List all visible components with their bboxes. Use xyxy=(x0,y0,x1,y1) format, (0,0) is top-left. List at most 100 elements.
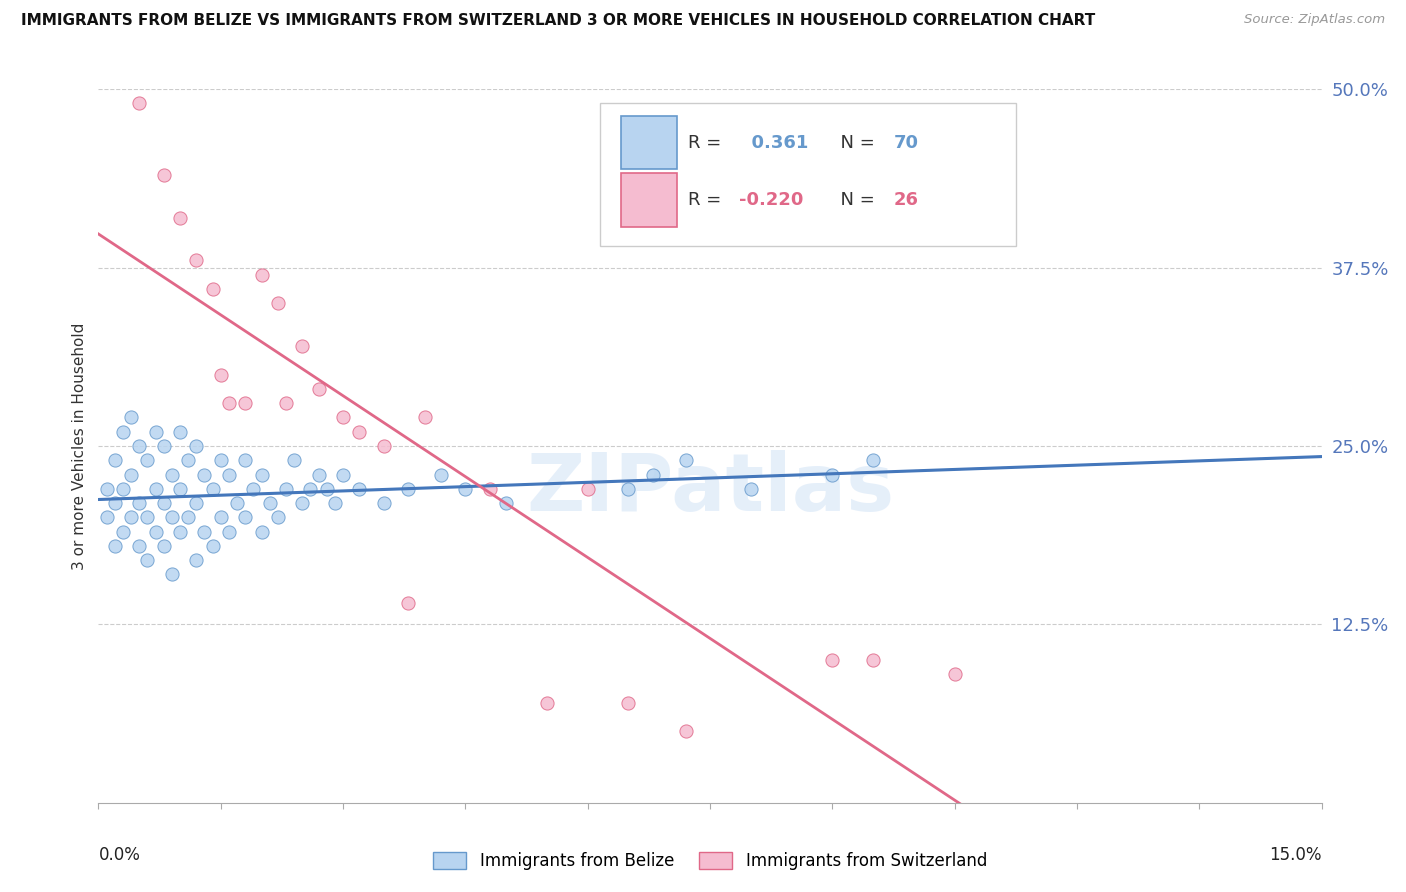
Point xyxy=(943,667,966,681)
Point xyxy=(862,653,884,667)
Point xyxy=(259,496,281,510)
Point xyxy=(740,482,762,496)
Text: IMMIGRANTS FROM BELIZE VS IMMIGRANTS FROM SWITZERLAND 3 OR MORE VEHICLES IN HOUS: IMMIGRANTS FROM BELIZE VS IMMIGRANTS FRO… xyxy=(21,13,1095,29)
Point xyxy=(308,467,330,482)
Point xyxy=(250,268,273,282)
Point xyxy=(128,439,150,453)
Point xyxy=(250,524,273,539)
Point xyxy=(299,482,322,496)
Point xyxy=(617,696,640,710)
Point xyxy=(120,467,142,482)
Text: N =: N = xyxy=(828,134,880,152)
Point xyxy=(169,211,191,225)
Point xyxy=(413,410,436,425)
Point xyxy=(120,510,142,524)
Point xyxy=(169,524,191,539)
FancyBboxPatch shape xyxy=(620,173,678,227)
Point xyxy=(152,439,174,453)
Point xyxy=(169,425,191,439)
Point xyxy=(160,467,183,482)
Point xyxy=(169,482,191,496)
Legend: Immigrants from Belize, Immigrants from Switzerland: Immigrants from Belize, Immigrants from … xyxy=(426,845,994,877)
Point xyxy=(145,482,167,496)
Point xyxy=(862,453,884,467)
Text: 15.0%: 15.0% xyxy=(1270,846,1322,863)
Point xyxy=(218,467,240,482)
Point xyxy=(209,510,232,524)
Point xyxy=(536,696,558,710)
Point xyxy=(430,467,453,482)
Point xyxy=(349,482,371,496)
Point xyxy=(242,482,264,496)
Point xyxy=(233,453,256,467)
Point xyxy=(201,482,224,496)
Point xyxy=(291,339,314,353)
Point xyxy=(145,524,167,539)
Point xyxy=(396,596,419,610)
Point xyxy=(274,396,297,410)
Point xyxy=(675,453,697,467)
Text: 26: 26 xyxy=(894,191,918,209)
Point xyxy=(209,453,232,467)
Text: R =: R = xyxy=(688,134,727,152)
Point xyxy=(128,539,150,553)
Point xyxy=(128,96,150,111)
Point xyxy=(186,439,208,453)
Point xyxy=(233,396,256,410)
Point xyxy=(186,496,208,510)
Point xyxy=(136,453,159,467)
Point xyxy=(373,439,395,453)
Point xyxy=(152,168,174,182)
Point xyxy=(349,425,371,439)
Point xyxy=(160,567,183,582)
Point xyxy=(218,396,240,410)
Point xyxy=(617,482,640,496)
Point xyxy=(576,482,599,496)
Point xyxy=(193,467,215,482)
Text: N =: N = xyxy=(828,191,880,209)
Point xyxy=(145,425,167,439)
Point xyxy=(291,496,314,510)
Point xyxy=(193,524,215,539)
Point xyxy=(274,482,297,496)
Point xyxy=(152,539,174,553)
Text: 0.361: 0.361 xyxy=(740,134,808,152)
Point xyxy=(250,467,273,482)
Point xyxy=(495,496,517,510)
Point xyxy=(675,724,697,739)
Point xyxy=(96,510,118,524)
Point xyxy=(201,282,224,296)
Point xyxy=(160,510,183,524)
Point xyxy=(821,467,844,482)
FancyBboxPatch shape xyxy=(600,103,1015,246)
Point xyxy=(104,539,127,553)
Point xyxy=(226,496,249,510)
Point xyxy=(332,467,354,482)
Point xyxy=(267,296,290,310)
Point xyxy=(323,496,346,510)
Point xyxy=(233,510,256,524)
Point xyxy=(186,253,208,268)
Point xyxy=(104,453,127,467)
Point xyxy=(111,524,134,539)
Text: 0.0%: 0.0% xyxy=(98,846,141,863)
Point xyxy=(308,382,330,396)
Point xyxy=(201,539,224,553)
Point xyxy=(128,496,150,510)
Text: ZIPatlas: ZIPatlas xyxy=(526,450,894,528)
Point xyxy=(332,410,354,425)
Point xyxy=(454,482,477,496)
Point xyxy=(186,553,208,567)
Point xyxy=(177,453,200,467)
Point xyxy=(120,410,142,425)
Text: 70: 70 xyxy=(894,134,918,152)
Text: -0.220: -0.220 xyxy=(740,191,804,209)
Point xyxy=(478,482,501,496)
Text: R =: R = xyxy=(688,191,727,209)
Point xyxy=(373,496,395,510)
Point xyxy=(177,510,200,524)
Point xyxy=(641,467,664,482)
Point xyxy=(396,482,419,496)
Point xyxy=(821,653,844,667)
Point xyxy=(218,524,240,539)
